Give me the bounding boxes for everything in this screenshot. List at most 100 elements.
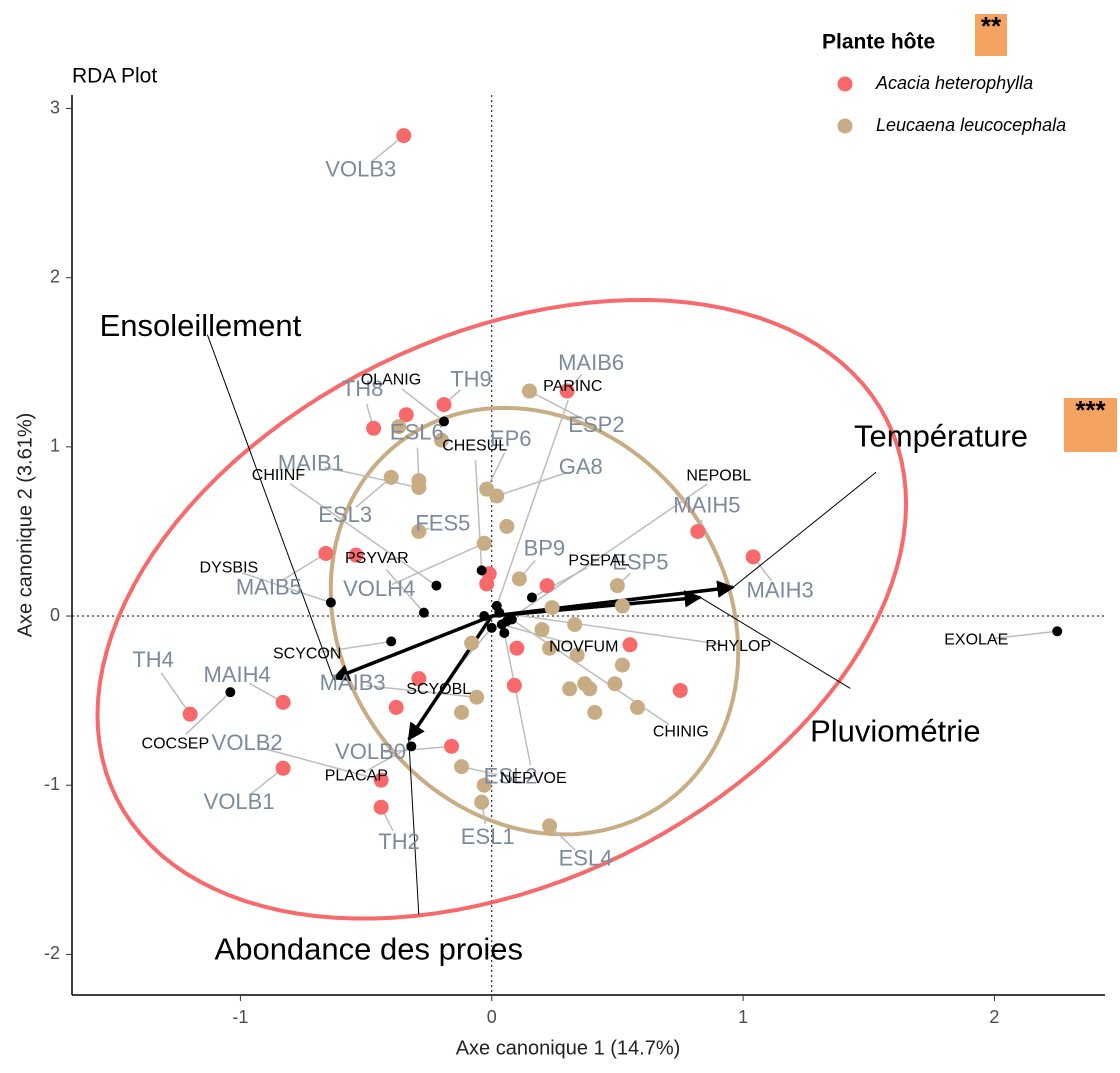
point bbox=[476, 565, 487, 576]
point bbox=[454, 759, 470, 775]
site-label: MAIB3 bbox=[320, 670, 386, 695]
ellipse bbox=[328, 405, 741, 837]
point bbox=[511, 571, 527, 587]
arrow-leader bbox=[732, 471, 877, 588]
point bbox=[318, 545, 334, 561]
x-tick-label: 0 bbox=[487, 1007, 497, 1027]
y-tick-label: 0 bbox=[50, 605, 60, 625]
site-label: ESL3 bbox=[318, 502, 372, 527]
point bbox=[614, 657, 630, 673]
point bbox=[622, 637, 638, 653]
species-label: OLANIG bbox=[361, 372, 421, 389]
species-label: SCYCON bbox=[273, 646, 341, 663]
point bbox=[587, 704, 603, 720]
point bbox=[544, 600, 560, 616]
point bbox=[499, 518, 515, 534]
species-label: PLACAP bbox=[325, 768, 388, 785]
point bbox=[542, 818, 558, 834]
point bbox=[745, 549, 761, 565]
site-label: FES5 bbox=[415, 510, 470, 535]
species-label: COCSEP bbox=[142, 735, 210, 752]
point bbox=[489, 488, 505, 504]
point bbox=[567, 617, 583, 633]
site-label: ESL4 bbox=[559, 846, 613, 871]
point bbox=[476, 535, 492, 551]
annotation-box bbox=[1064, 398, 1117, 452]
site-label: MAIH5 bbox=[673, 492, 740, 517]
point bbox=[614, 598, 630, 614]
label-leader bbox=[160, 672, 191, 715]
site-label: MAIH3 bbox=[747, 578, 814, 603]
point bbox=[411, 671, 427, 687]
label-leader bbox=[384, 745, 452, 753]
point bbox=[366, 420, 382, 436]
label-leader bbox=[260, 747, 382, 781]
point bbox=[526, 592, 537, 603]
ellipse bbox=[95, 297, 909, 921]
site-label: ESL1 bbox=[461, 824, 515, 849]
point bbox=[534, 622, 550, 638]
point bbox=[275, 760, 291, 776]
point bbox=[325, 597, 336, 608]
point bbox=[373, 772, 389, 788]
point bbox=[418, 607, 429, 618]
point bbox=[348, 547, 364, 563]
site-label: VOLB0 bbox=[335, 739, 406, 764]
species-label: PSEPAL bbox=[568, 553, 629, 570]
y-tick-label: -2 bbox=[44, 943, 60, 963]
label-leader bbox=[241, 572, 332, 604]
legend-label: Acacia heterophylla bbox=[875, 73, 1033, 93]
arrow bbox=[491, 590, 703, 618]
point bbox=[630, 699, 646, 715]
point bbox=[474, 794, 490, 810]
species-label: NOVFUM bbox=[549, 639, 618, 656]
point bbox=[182, 706, 198, 722]
x-tick-label: 2 bbox=[989, 1007, 999, 1027]
site-label: MAIB1 bbox=[278, 450, 344, 475]
arrow-leader bbox=[700, 597, 851, 689]
y-tick-label: -1 bbox=[44, 774, 60, 794]
arrow-label: Pluviométrie bbox=[810, 714, 981, 749]
chart-title: RDA Plot bbox=[72, 65, 157, 88]
label-leader bbox=[368, 745, 412, 771]
label-leader bbox=[496, 399, 569, 607]
species-label: CHESUL bbox=[442, 438, 507, 455]
label-leader bbox=[506, 483, 708, 622]
species-label: PSYVAR bbox=[345, 550, 409, 567]
point bbox=[690, 523, 706, 539]
label-leader bbox=[990, 630, 1058, 640]
y-axis-label: Axe canonique 2 (3.61%) bbox=[14, 413, 36, 638]
label-leader bbox=[366, 684, 477, 699]
x-tick-label: -1 bbox=[232, 1007, 248, 1027]
label-leader bbox=[185, 691, 231, 736]
point bbox=[506, 614, 517, 625]
label-leader bbox=[529, 390, 585, 421]
point bbox=[494, 607, 505, 618]
point bbox=[539, 578, 555, 594]
label-leader bbox=[280, 552, 327, 582]
arrow-leader bbox=[206, 334, 334, 679]
species-label: CHINIG bbox=[653, 724, 709, 741]
site-label: VOLB2 bbox=[212, 730, 283, 755]
point bbox=[433, 432, 449, 448]
label-leader bbox=[474, 460, 483, 571]
legend-swatch bbox=[837, 118, 853, 134]
point bbox=[275, 694, 291, 710]
site-label: MAIB6 bbox=[558, 350, 624, 375]
site-label: EP6 bbox=[490, 426, 532, 451]
site-label: TH2 bbox=[378, 829, 420, 854]
point bbox=[464, 635, 480, 651]
arrow-label: Température bbox=[854, 418, 1028, 453]
point bbox=[476, 777, 492, 793]
species-label: NEPVOE bbox=[500, 770, 567, 787]
point bbox=[411, 479, 427, 495]
point bbox=[444, 738, 460, 754]
point bbox=[542, 640, 558, 656]
point bbox=[569, 647, 585, 663]
label-leader bbox=[385, 568, 425, 614]
point bbox=[383, 469, 399, 485]
site-label: TH9 bbox=[450, 366, 492, 391]
point bbox=[562, 681, 578, 697]
